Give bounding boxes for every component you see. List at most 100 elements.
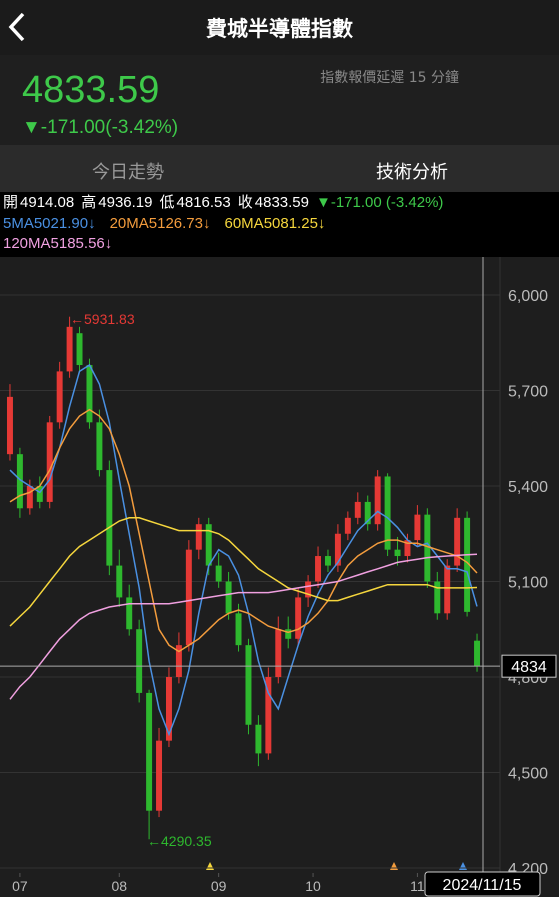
candle-body (255, 724, 262, 754)
y-tick-label: 5,700 (508, 384, 548, 401)
candle-body (146, 692, 153, 811)
ohlc-label: 低 (159, 194, 175, 211)
x-tick-label: 08 (111, 878, 127, 894)
candle-body (185, 549, 192, 646)
candle-body (76, 333, 83, 366)
candle-body (165, 677, 172, 741)
candle-body (175, 645, 182, 677)
crosshair-date-box (424, 871, 541, 897)
candle-body (96, 422, 103, 471)
ma-value: 5081.25↓ (263, 214, 326, 232)
candle-body (136, 629, 143, 693)
ohlc-label: 開 (3, 194, 19, 211)
ohlc-row: 開 4914.08 高 4936.19 低 4816.53 收 4833.59 ▼-171.00… (0, 193, 559, 214)
candle-body (305, 581, 312, 598)
candle-body (295, 597, 302, 639)
y-tick-label: 6,000 (508, 288, 548, 305)
ma-name: 60MA (224, 214, 264, 232)
crosshair-date: 2024/11/15 (443, 877, 522, 894)
candle-body (46, 422, 53, 502)
candle-body (225, 581, 232, 614)
ma-value: 5126.73↓ (148, 214, 211, 232)
ohlc-value: 4833.59 (254, 194, 309, 211)
candle-body (66, 326, 73, 372)
candle-body (285, 629, 292, 639)
header: 費城半導體指數 (0, 0, 559, 55)
candle-body (384, 476, 391, 550)
delay-note: 指數報價延遲 15 分鐘 (320, 70, 459, 86)
candle-body (424, 514, 431, 582)
candle-body (235, 613, 242, 646)
candle-body (126, 597, 133, 630)
ohlc-value: 4914.08 (20, 194, 75, 211)
x-tick-label: 10 (305, 878, 321, 894)
candle-body (474, 640, 481, 667)
candle-body (116, 565, 123, 598)
ma-line (9, 517, 478, 627)
candle-body (354, 501, 361, 518)
ma-row: 120MA5185.56↓ (0, 234, 559, 255)
candle-body (315, 556, 322, 582)
price: 4833.59 (22, 69, 160, 111)
y-tick-label: 5,100 (508, 575, 548, 592)
ohlc-value: 4936.19 (98, 194, 153, 211)
candle-body (394, 549, 401, 557)
chart-background (0, 257, 559, 897)
ohlc-label: 高 (81, 194, 97, 211)
candle-body (156, 740, 163, 811)
candle-body (434, 581, 441, 614)
ohlc-change: ▼-171.00 (-3.42%) (316, 194, 444, 211)
candle-body (26, 486, 33, 509)
page-title: 費城半導體指數 (206, 17, 353, 41)
ma-line (9, 363, 478, 737)
quote-panel: 4833.59 ▼-171.00(-3.42%) 指數報價延遲 15 分鐘 (0, 55, 559, 145)
candle-body (56, 371, 63, 423)
annotation: ←5931.83 (70, 311, 135, 327)
candle-body (86, 365, 93, 423)
candle-body (404, 540, 411, 557)
indicator-panel: 開 4914.08 高 4936.19 低 4816.53 收 4833.59 ▼-171.00… (0, 193, 559, 257)
y-tick-label: 5,400 (508, 479, 548, 496)
x-tick-label: 11 (410, 878, 425, 894)
candle-body (454, 517, 461, 566)
candle-body (344, 517, 351, 534)
crosshair-value: 4834 (511, 659, 547, 676)
annotation: ←4290.35 (147, 833, 212, 849)
crosshair-value-box (501, 654, 557, 678)
candle-body (324, 556, 331, 566)
candle-body (374, 476, 381, 525)
ma-value: 5185.56↓ (50, 235, 113, 252)
ma-row: 5MA5021.90↓ 20MA5126.73↓ 60MA5081.25↓ (0, 214, 559, 235)
ma-value: 5021.90↓ (33, 214, 96, 232)
tab[interactable]: 今日走勢 (92, 162, 164, 183)
candle-body (195, 524, 202, 550)
x-tick-label: 09 (211, 878, 227, 894)
candle-body (245, 645, 252, 725)
ohlc-label: 收 (237, 194, 253, 211)
x-tick-label: 07 (12, 878, 28, 894)
ma-name: 5MA (3, 214, 34, 232)
candle-body (334, 533, 341, 566)
tab[interactable]: 技術分析 (376, 162, 448, 183)
ma-name: 20MA (109, 214, 149, 232)
back-button[interactable] (6, 10, 28, 44)
candle-body (205, 524, 212, 566)
candle-body (275, 629, 282, 677)
candle-body (36, 486, 43, 502)
price-change: ▼-171.00(-3.42%) (22, 117, 179, 138)
candle-body (106, 470, 113, 566)
ma-name: 120MA (3, 235, 51, 252)
candle-body (464, 517, 471, 612)
candle-body (444, 565, 451, 614)
ma-line (9, 553, 478, 700)
y-tick-label: 4,500 (508, 766, 548, 783)
ma-line (9, 408, 478, 653)
ohlc-value: 4816.53 (176, 194, 231, 211)
candle-body (6, 396, 13, 455)
candle-body (265, 677, 272, 754)
tab-bar: 今日走勢 技術分析 (0, 145, 559, 192)
candle-body (414, 514, 421, 541)
candle-body (16, 454, 23, 509)
